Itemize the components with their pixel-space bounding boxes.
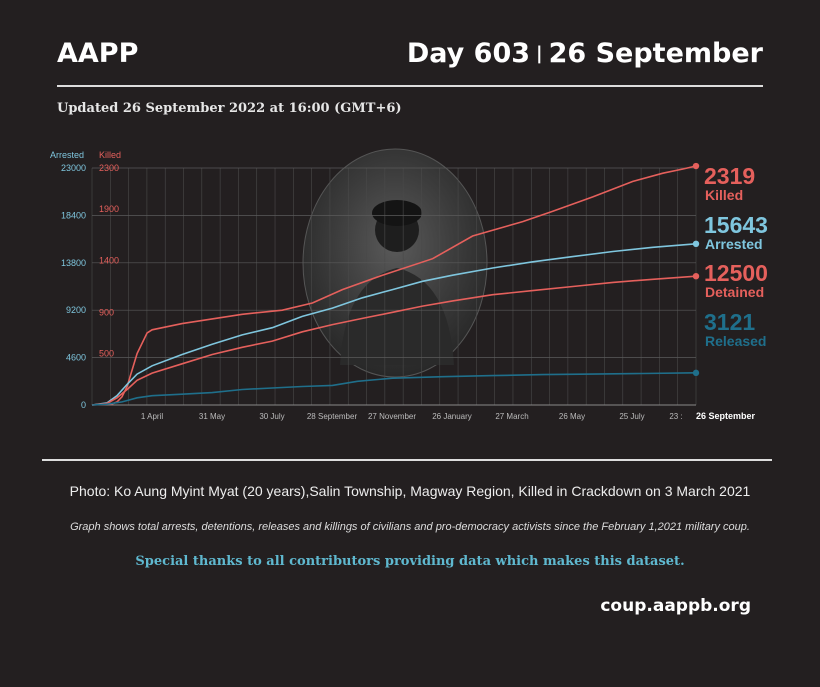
header-rule — [57, 85, 763, 87]
x-tick-label: 30 July — [259, 412, 284, 421]
tick-label-killed: 900 — [99, 307, 114, 317]
series-line-arrested — [91, 243, 697, 406]
series-name-label-detained: Detained — [705, 284, 764, 300]
tick-label-killed: 1900 — [99, 204, 119, 214]
series-line-detained — [91, 275, 697, 406]
portrait-hair — [372, 200, 422, 226]
x-tick-label: 23 : — [669, 412, 682, 421]
day-count: Day 603 — [406, 38, 531, 69]
x-tick-label: 26 May — [559, 412, 585, 421]
tick-label-arrested: 0 — [81, 400, 86, 410]
series-end-marker-arrested — [692, 240, 700, 248]
chart-axes: Arrested Killed 0 4600 9200 13800 18400 23000 50… — [50, 150, 756, 421]
value-label-released: 3121 — [704, 309, 755, 335]
chart-grid — [91, 167, 697, 406]
tick-label-killed: 500 — [99, 348, 114, 358]
tick-label-killed: 1400 — [99, 256, 119, 266]
value-label-detained: 12500 — [704, 260, 768, 286]
series-end-marker-detained — [692, 272, 700, 280]
portrait-body — [340, 268, 454, 365]
tick-label-arrested: 18400 — [61, 210, 86, 220]
graph-note: Graph shows total arrests, detentions, r… — [70, 521, 750, 533]
series-name-label-killed: Killed — [705, 187, 743, 203]
title-separator: | — [536, 43, 543, 64]
chart-series — [91, 162, 700, 406]
org-title: AAPP — [57, 38, 139, 69]
footer-rule — [42, 459, 772, 461]
site-url[interactable]: coup.aappb.org — [600, 596, 751, 616]
series-name-label-arrested: Arrested — [705, 236, 763, 252]
axis-title-killed: Killed — [99, 150, 121, 160]
x-tick-label-current: 26 September — [696, 411, 756, 421]
series-end-marker-released — [692, 369, 700, 377]
tick-label-arrested: 9200 — [66, 305, 86, 315]
day-date: 26 September — [548, 38, 763, 69]
x-tick-label: 31 May — [199, 412, 225, 421]
thanks-note: Special thanks to all contributors provi… — [135, 554, 685, 569]
tick-label-arrested: 4600 — [66, 353, 86, 363]
tick-label-arrested: 13800 — [61, 258, 86, 268]
tick-label-arrested: 23000 — [61, 163, 86, 173]
value-label-arrested: 15643 — [704, 212, 768, 238]
value-label-killed: 2319 — [704, 163, 755, 189]
photo-credit: Photo: Ko Aung Myint Myat (20 years),Sal… — [69, 483, 751, 499]
tick-label-killed: 2300 — [99, 163, 119, 173]
x-tick-label: 26 January — [432, 412, 472, 421]
x-tick-label: 27 March — [495, 412, 528, 421]
series-line-released — [91, 372, 697, 406]
updated-timestamp: Updated 26 September 2022 at 16:00 (GMT+… — [57, 101, 402, 116]
series-end-marker-killed — [692, 162, 700, 170]
day-title: Day 603 | 26 September — [407, 38, 763, 69]
chart: Arrested Killed 0 4600 9200 13800 18400 23000 50… — [50, 148, 768, 421]
x-tick-label: 28 September — [307, 412, 358, 421]
x-tick-label: 25 July — [619, 412, 644, 421]
series-name-label-released: Released — [705, 333, 766, 349]
x-tick-label: 1 April — [141, 412, 163, 421]
axis-title-arrested: Arrested — [50, 150, 84, 160]
x-tick-label: 27 November — [368, 412, 416, 421]
